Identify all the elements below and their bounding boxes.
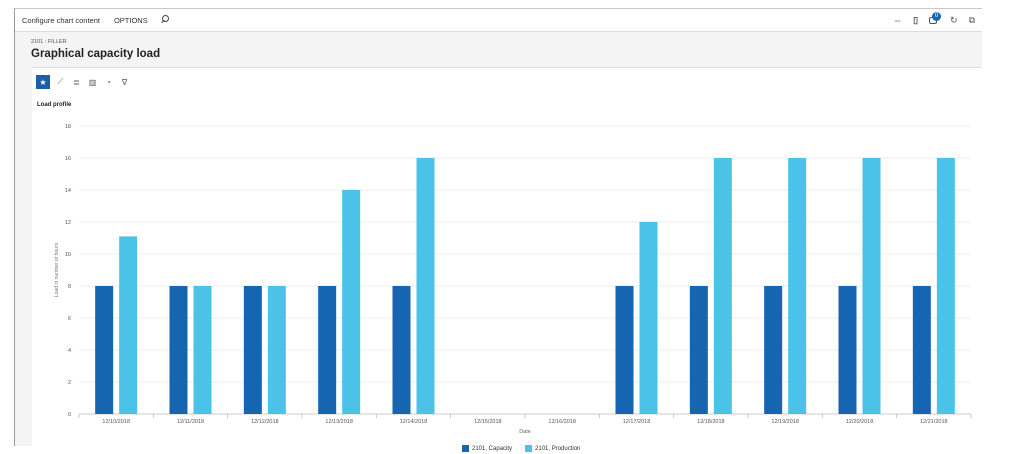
window-controls: ⇔ ▯ 0 ↻ ⧉ [893, 12, 975, 28]
bar-capacity [912, 286, 931, 414]
filter-icon[interactable]: ∇ [121, 77, 128, 87]
legend-item-capacity[interactable]: 2101, Capacity [462, 445, 512, 452]
bar-chart-icon[interactable]: ≣ [73, 77, 80, 87]
bar-capacity [392, 286, 411, 414]
x-tick-label: 12/14/2018 [400, 419, 428, 425]
bar-capacity [95, 286, 114, 414]
x-tick-label: 12/19/2018 [771, 419, 799, 425]
bar-production [193, 286, 212, 414]
legend-item-production[interactable]: 2101, Production [525, 445, 580, 452]
x-axis-label: Date [519, 429, 531, 435]
x-tick-label: 12/21/2018 [920, 419, 948, 425]
x-tick-label: 12/17/2018 [623, 419, 651, 425]
y-tick-label: 18 [65, 124, 71, 130]
options-menu[interactable]: OPTIONS [113, 15, 148, 25]
bar-production [936, 158, 955, 414]
chart-canvas: 0 2 4 6 8 10 12 14 16 18 Load in number of hours 12… [54, 124, 972, 435]
x-tick-label: 12/15/2018 [474, 419, 502, 425]
y-tick-label: 0 [68, 412, 71, 418]
bar-production [713, 158, 732, 414]
action-bar: Configure chart content OPTIONS ⇔ ▯ 0 ↻ … [15, 9, 983, 32]
line-chart-icon[interactable]: ⟋ [57, 77, 64, 86]
x-tick-label: 12/16/2018 [548, 419, 576, 425]
bar-capacity [615, 286, 634, 414]
x-tick-label: 12/10/2018 [102, 419, 130, 425]
x-tick-label: 12/13/2018 [325, 419, 353, 425]
x-tick-label: 12/11/2018 [177, 419, 204, 425]
y-tick-label: 2 [68, 380, 71, 386]
bar-production [788, 158, 807, 414]
bar-production [862, 158, 881, 414]
legend-swatch-capacity [462, 445, 469, 452]
bar-capacity [243, 286, 262, 414]
chart-toolbar: ★ ⟋ ≣ ▥ ◔ ∇ [36, 75, 130, 89]
refresh-icon[interactable]: ↻ [950, 14, 958, 25]
messages-icon[interactable]: 0 [929, 12, 942, 25]
bar-production [119, 236, 138, 414]
popout-icon[interactable]: ⧉ [968, 14, 975, 25]
chart-title: Load profile [37, 102, 72, 108]
y-tick-label: 6 [68, 316, 71, 322]
bar-capacity [838, 286, 857, 414]
x-tick-label: 12/12/2018 [251, 419, 279, 425]
app-window: Configure chart content OPTIONS ⇔ ▯ 0 ↻ … [14, 8, 983, 452]
notification-badge: 0 [932, 12, 942, 21]
legend: 2101, Capacity 2101, Production [462, 445, 580, 452]
bar-capacity [689, 286, 708, 414]
legend-label-production: 2101, Production [535, 445, 581, 452]
link-icon[interactable]: ⇔ [893, 15, 903, 25]
bar-production [416, 158, 435, 414]
legend-swatch-production [525, 445, 533, 452]
background-margin [982, 8, 1034, 446]
y-tick-label: 14 [65, 188, 71, 194]
bar-production [639, 222, 658, 414]
y-tick-label: 16 [65, 156, 71, 162]
bar-production [342, 190, 361, 414]
column-chart-icon[interactable]: ▥ [88, 77, 97, 87]
chart-panel: ★ ⟋ ≣ ▥ ◔ ∇ Load profile 0 2 4 6 8 10 12 14 16 18… [32, 67, 983, 452]
y-tick-label: 12 [65, 220, 71, 226]
star-icon[interactable]: ★ [36, 75, 50, 89]
x-tick-label: 12/18/2018 [697, 419, 725, 425]
y-tick-label: 10 [65, 252, 71, 258]
y-tick-label: 4 [68, 348, 71, 354]
y-tick-label: 8 [68, 284, 71, 290]
y-axis-label: Load in number of hours [54, 242, 60, 297]
page-title: Graphical capacity load [31, 48, 161, 60]
bar-capacity [318, 286, 337, 414]
legend-label-capacity: 2101, Capacity [472, 445, 513, 452]
bar-production [267, 286, 286, 414]
breadcrumb: 2101 : FILLER [31, 39, 67, 45]
pie-chart-icon[interactable]: ◔ [106, 77, 111, 87]
search-icon[interactable] [160, 15, 170, 25]
bar-capacity [169, 286, 188, 414]
x-tick-label: 12/20/2018 [846, 419, 874, 425]
bar-capacity [764, 286, 783, 414]
office-icon[interactable]: ▯ [913, 14, 919, 25]
configure-chart-content-button[interactable]: Configure chart content [22, 15, 100, 25]
